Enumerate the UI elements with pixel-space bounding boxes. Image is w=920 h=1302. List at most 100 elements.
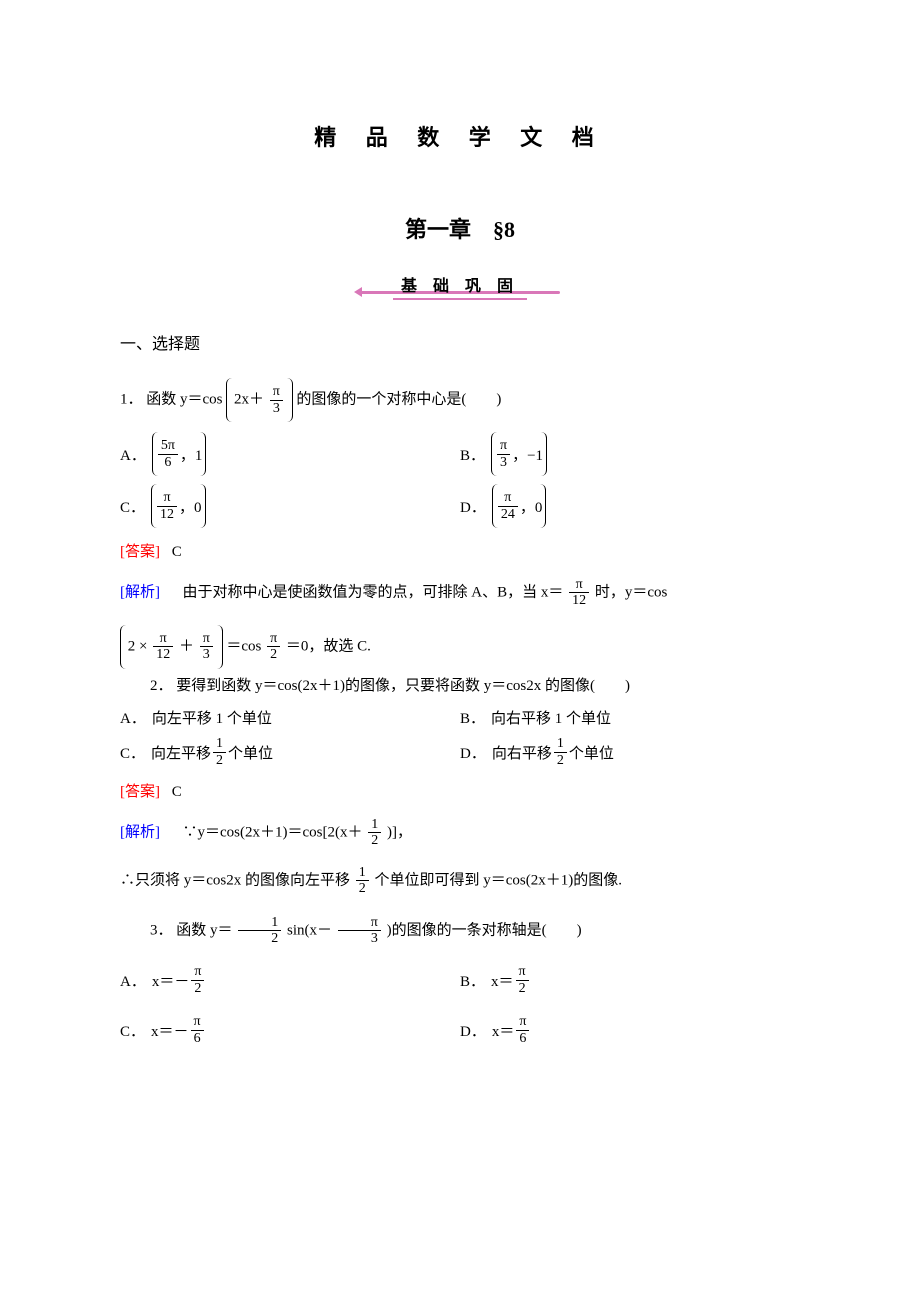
frac-num: π <box>270 384 283 400</box>
frac-num: π <box>569 577 589 593</box>
rparen-icon <box>200 432 206 476</box>
opt-label: D． <box>460 496 486 517</box>
q3-opt-C: C． x＝－ π 6 <box>120 1014 460 1046</box>
fraction: π 24 <box>498 490 518 522</box>
q1-opt-D: D． π 24 ，0 <box>460 484 800 528</box>
analysis-text: ∵y＝cos(2x＋1)＝cos[2(x＋ <box>183 824 363 840</box>
fraction: 1 2 <box>213 736 226 768</box>
opt-label: B． <box>460 707 485 728</box>
fraction: 5π 6 <box>158 438 178 470</box>
frac-den: 2 <box>516 981 529 996</box>
rparen-icon <box>287 378 293 422</box>
frac-den: 3 <box>338 931 381 946</box>
analysis-text: ＝0，故选 C. <box>286 638 371 654</box>
opt-text: 向左平移 1 个单位 <box>152 707 272 728</box>
q1-opt-B: B． π 3 ，−1 <box>460 432 800 476</box>
q1-stem-post: 的图像的一个对称中心是( ) <box>296 391 501 407</box>
q2-opt-A: A． 向左平移 1 个单位 <box>120 707 460 728</box>
frac-num: π <box>516 964 529 980</box>
opt-pre: x＝－ <box>151 1020 189 1041</box>
frac-num: π <box>498 490 518 506</box>
fraction: 1 2 <box>368 817 381 849</box>
frac-den: 3 <box>270 401 283 416</box>
q2-answer: [答案] C <box>120 780 800 801</box>
frac-num: π <box>267 631 280 647</box>
analysis-text: ＝cos <box>226 638 261 654</box>
opt-text: 个单位 <box>569 742 614 763</box>
frac-num: 5π <box>158 438 178 454</box>
frac-den: 3 <box>200 647 213 662</box>
fraction: π 3 <box>270 384 283 416</box>
rparen-icon <box>540 484 546 528</box>
q3-opt-D: D． x＝ π 6 <box>460 1014 800 1046</box>
q3-stem-pre: 函数 y＝ <box>176 922 232 938</box>
q2-analysis-l2: ∴只须将 y＝cos2x 的图像向左平移 1 2 个单位即可得到 y＝cos(2… <box>120 865 800 897</box>
q1-inside-left: 2x＋ <box>234 391 264 407</box>
frac-num: 1 <box>213 736 226 752</box>
opt-label: B． <box>460 444 485 465</box>
opt-text: 个单位 <box>228 742 273 763</box>
q3-number: 3． <box>150 922 173 938</box>
frac-num: π <box>191 1014 204 1030</box>
opt-rest: ，1 <box>180 444 203 465</box>
analysis-text: ∴只须将 y＝cos2x 的图像向左平移 <box>120 872 350 888</box>
q2-options: A． 向左平移 1 个单位 B． 向右平移 1 个单位 C． 向左平移 1 2 … <box>120 703 800 772</box>
frac-num: 1 <box>554 736 567 752</box>
frac-den: 2 <box>368 833 381 848</box>
frac-den: 3 <box>497 455 510 470</box>
q2-analysis-l1: [解析] ∵y＝cos(2x＋1)＝cos[2(x＋ 1 2 )]， <box>120 817 800 849</box>
opt-rest: ，0 <box>179 496 202 517</box>
frac-den: 6 <box>516 1031 529 1046</box>
analysis-tag: [解析] <box>120 584 160 600</box>
analysis-text: 个单位即可得到 y＝cos(2x＋1)的图像. <box>375 872 623 888</box>
frac-num: 1 <box>368 817 381 833</box>
frac-den: 2 <box>238 931 281 946</box>
frac-den: 2 <box>356 881 369 896</box>
fraction: π 3 <box>200 631 213 663</box>
banner-text: 基 础 巩 固 <box>393 270 527 300</box>
frac-den: 2 <box>213 753 226 768</box>
section-title: 一、选择题 <box>120 330 800 354</box>
analysis-text: )]， <box>387 824 412 840</box>
q1-opt-C: C． π 12 ，0 <box>120 484 460 528</box>
analysis-tag: [解析] <box>120 824 160 840</box>
rparen-icon <box>541 432 547 476</box>
chapter-title: 第一章 §8 <box>120 212 800 244</box>
frac-den: 2 <box>554 753 567 768</box>
fraction: 1 2 <box>238 915 281 947</box>
page: 精 品 数 学 文 档 第一章 §8 基 础 巩 固 一、选择题 1． 函数 y… <box>0 0 920 1110</box>
fraction: π 2 <box>191 964 204 996</box>
q2-opt-C: C． 向左平移 1 2 个单位 <box>120 736 460 768</box>
frac-num: 1 <box>356 865 369 881</box>
frac-num: π <box>497 438 510 454</box>
frac-den: 12 <box>153 647 173 662</box>
fraction: π 3 <box>338 915 381 947</box>
opt-label: D． <box>460 1020 486 1041</box>
answer-value: C <box>172 544 182 560</box>
opt-label: A． <box>120 970 146 991</box>
fraction: π 2 <box>267 631 280 663</box>
answer-value: C <box>172 784 182 800</box>
lparen-icon <box>226 378 232 422</box>
q2-number: 2． <box>150 678 173 694</box>
q1-stem-pre: 函数 y＝cos <box>146 391 222 407</box>
fraction: π 6 <box>516 1014 529 1046</box>
fraction: π 12 <box>569 577 589 609</box>
q2-stem: 2． 要得到函数 y＝cos(2x＋1)的图像，只要将函数 y＝cos2x 的图… <box>120 675 800 698</box>
frac-den: 12 <box>157 507 177 522</box>
analysis-text: ＋ <box>179 638 194 654</box>
q1-analysis: [解析] 由于对称中心是使函数值为零的点，可排除 A、B，当 x＝ π 12 时… <box>120 577 800 609</box>
frac-num: π <box>191 964 204 980</box>
q3-stem-mid: sin(x－ <box>287 922 332 938</box>
frac-num: 1 <box>238 915 281 931</box>
frac-den: 12 <box>569 593 589 608</box>
frac-num: π <box>157 490 177 506</box>
frac-num: π <box>200 631 213 647</box>
answer-tag: [答案] <box>120 544 160 560</box>
q3-options: A． x＝－ π 2 B． x＝ π 2 C． x＝－ π 6 D． x＝ <box>120 960 800 1050</box>
opt-label: C． <box>120 742 145 763</box>
frac-den: 2 <box>191 981 204 996</box>
opt-text: 向右平移 1 个单位 <box>491 707 611 728</box>
frac-num: π <box>516 1014 529 1030</box>
q3-opt-A: A． x＝－ π 2 <box>120 964 460 996</box>
